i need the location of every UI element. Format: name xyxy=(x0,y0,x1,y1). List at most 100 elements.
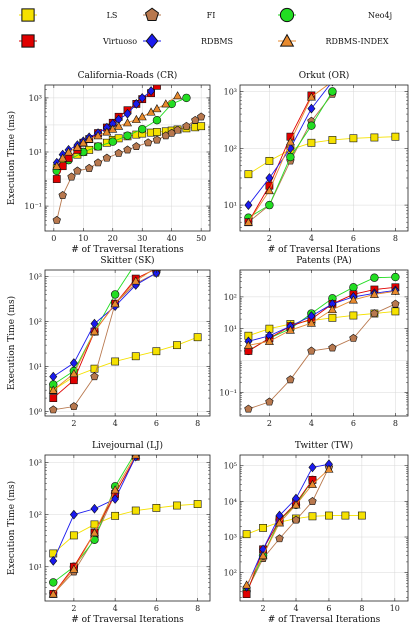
chart-panel-4: 2 4 6 8 10⁻¹ 10¹ 10² Patents (PA) xyxy=(219,255,409,428)
data-point xyxy=(153,85,161,90)
data-point xyxy=(84,134,94,143)
data-point xyxy=(173,125,182,134)
series-group xyxy=(52,85,206,224)
chart-panel-5: 2 4 6 8 10¹ 10² 10³ Livejournal (LJ) # of Traver… xyxy=(6,440,211,625)
y-axis: 10⁻¹ 10¹ 10² xyxy=(219,293,408,397)
data-point xyxy=(197,112,206,121)
data-point xyxy=(193,333,202,342)
y-axis: 10¹ 10² 10³ xyxy=(224,87,408,210)
data-point xyxy=(123,131,132,140)
y-tick-label: 10² xyxy=(29,511,42,520)
data-point xyxy=(49,394,58,402)
data-point xyxy=(131,352,140,361)
series-group xyxy=(48,270,202,414)
data-point xyxy=(369,289,379,298)
series-group xyxy=(242,459,366,598)
y-tick-label: 10¹ xyxy=(224,325,237,334)
data-point xyxy=(265,156,274,165)
data-point xyxy=(72,142,82,151)
data-point xyxy=(370,309,379,318)
series-rdb xyxy=(49,270,161,382)
data-point xyxy=(152,503,161,512)
legend-label: LS xyxy=(107,11,118,20)
series-rdbi xyxy=(48,455,141,598)
y-tick-label: 10³ xyxy=(29,459,42,468)
data-point xyxy=(341,511,350,520)
series-rdbi xyxy=(243,286,400,349)
data-point xyxy=(73,166,82,175)
series-rdbi xyxy=(242,464,334,589)
data-point xyxy=(132,142,141,151)
data-point xyxy=(370,273,379,282)
series-line xyxy=(52,455,135,583)
plot-frame xyxy=(239,454,409,602)
y-axis: 10¹ 10² 10³ xyxy=(29,459,210,572)
chart-title: Skitter (SK) xyxy=(100,255,154,266)
data-point xyxy=(67,172,76,181)
x-axis: 2 4 6 8 10 xyxy=(261,455,400,613)
data-point xyxy=(308,496,317,505)
data-point xyxy=(110,299,120,308)
legend-item-fi: FI xyxy=(143,7,215,22)
data-point xyxy=(69,531,78,540)
series-line xyxy=(53,272,157,411)
chart-title: Livejournal (LJ) xyxy=(92,440,163,451)
data-point xyxy=(306,92,316,101)
data-point xyxy=(152,347,161,356)
series-neo xyxy=(49,455,139,587)
x-axis-label: # of Traversal Iterations xyxy=(268,615,381,625)
data-point xyxy=(161,99,171,108)
x-axis-label: # of Traversal Iterations xyxy=(71,615,184,625)
y-axis: 10⁰ 10¹ 10² 10³ xyxy=(29,273,210,417)
y-tick-label: 10⁻¹ xyxy=(24,202,42,211)
series-fi xyxy=(242,462,334,595)
x-tick-label: 6 xyxy=(154,419,159,428)
data-point xyxy=(69,376,78,385)
data-point xyxy=(328,313,337,322)
series-rdbi xyxy=(243,85,329,226)
legend-label: RDBMS xyxy=(201,37,233,46)
data-point xyxy=(111,357,120,366)
series-group xyxy=(243,272,400,413)
x-tick-label: 2 xyxy=(267,419,272,428)
data-point xyxy=(307,138,316,147)
chart-title: Patents (PA) xyxy=(296,255,352,266)
legend: LS FI Neo4j Virtuoso RDBMS RDBMS-INDEX xyxy=(19,7,392,49)
data-point xyxy=(349,134,358,143)
data-point xyxy=(264,185,274,195)
data-point xyxy=(325,511,333,520)
data-point xyxy=(111,511,120,520)
data-point xyxy=(328,87,337,96)
series-fi xyxy=(52,112,206,224)
data-point xyxy=(244,170,253,179)
data-point xyxy=(69,402,79,411)
data-point xyxy=(90,372,99,381)
y-tick-label: 10¹ xyxy=(29,148,42,157)
series-line xyxy=(248,95,312,223)
data-point xyxy=(328,136,337,144)
data-point xyxy=(147,86,156,96)
data-point xyxy=(48,589,58,598)
x-tick-label: 50 xyxy=(196,234,206,243)
x-axis-label: # of Traversal Iterations xyxy=(71,245,184,255)
data-point xyxy=(152,270,161,278)
x-axis: 2 4 6 8 xyxy=(267,85,398,243)
data-point xyxy=(391,132,400,141)
chart-title: Orkut (OR) xyxy=(299,70,350,81)
data-point xyxy=(69,358,78,368)
data-point xyxy=(152,104,162,113)
data-point xyxy=(275,534,284,543)
x-axis: 2 4 6 8 xyxy=(71,455,200,613)
data-point xyxy=(49,555,58,566)
data-point xyxy=(307,479,317,488)
y-tick-label: 10³ xyxy=(224,87,237,96)
data-point xyxy=(327,304,337,314)
chart-panel-6: 2 4 6 8 10 10² 10³ 10⁴ 10⁵ Twitter (TW) # of Trave… xyxy=(224,440,409,625)
data-point xyxy=(349,283,358,292)
data-point xyxy=(114,121,124,130)
data-point xyxy=(348,295,358,304)
data-point xyxy=(152,135,162,144)
data-point xyxy=(264,336,274,345)
x-tick-label: 4 xyxy=(113,604,118,613)
data-point xyxy=(349,333,358,342)
